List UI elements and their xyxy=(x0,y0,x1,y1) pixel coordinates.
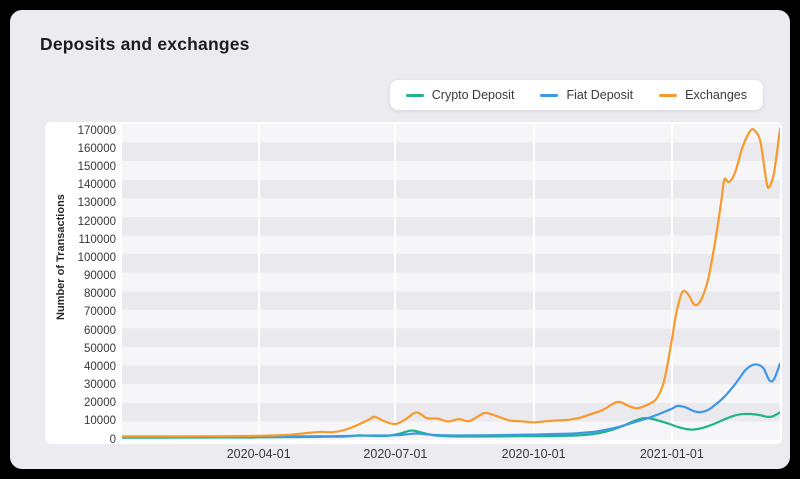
chart-panel: Number of Transactions 170000 160000 15000… xyxy=(45,122,782,446)
y-tick-30000: 30000 xyxy=(84,379,116,392)
y-tick-60000: 60000 xyxy=(84,324,116,337)
chart-title: Deposits and exchanges xyxy=(40,34,250,54)
legend-item-exchanges[interactable]: Exchanges xyxy=(659,88,747,102)
legend-color-dash xyxy=(405,93,424,97)
y-tick-150000: 150000 xyxy=(77,161,116,174)
y-tick-0: 0 xyxy=(109,433,116,446)
chart-legend: Crypto Deposit Fiat Deposit Exchanges xyxy=(389,80,763,110)
y-tick-110000: 110000 xyxy=(78,233,116,246)
legend-item-fiat-deposit[interactable]: Fiat Deposit xyxy=(540,88,633,102)
legend-color-dash xyxy=(659,93,678,97)
x-tick-2021-01-01: 2021-01-01 xyxy=(639,447,704,461)
y-tick-20000: 20000 xyxy=(84,397,116,410)
y-tick-10000: 10000 xyxy=(84,415,116,428)
dashboard-card: Deposits and exchanges Crypto Deposit Fia… xyxy=(10,10,790,469)
series-lines xyxy=(122,127,780,439)
y-tick-120000: 120000 xyxy=(77,215,116,228)
legend-label: Fiat Deposit xyxy=(566,88,634,102)
line-fiat-deposit xyxy=(122,362,780,438)
line-exchanges xyxy=(122,127,780,438)
x-tick-2020-10-01: 2020-10-01 xyxy=(501,447,566,461)
y-tick-160000: 160000 xyxy=(77,142,116,155)
y-tick-40000: 40000 xyxy=(84,360,116,373)
gridline-2020-10-01 xyxy=(532,124,535,440)
legend-item-crypto-deposit[interactable]: Crypto Deposit xyxy=(405,88,515,102)
y-tick-130000: 130000 xyxy=(77,197,116,210)
plot-area xyxy=(122,124,780,440)
y-tick-90000: 90000 xyxy=(84,270,116,283)
y-tick-80000: 80000 xyxy=(84,288,116,301)
x-tick-2020-07-01: 2020-07-01 xyxy=(363,447,428,461)
x-axis-tick-labels: 2020-04-01 2020-07-01 2020-10-01 2021-01-01 xyxy=(122,447,780,465)
y-tick-100000: 100000 xyxy=(77,251,116,264)
y-tick-140000: 140000 xyxy=(77,179,116,192)
gridline-2020-07-01 xyxy=(394,124,397,440)
legend-color-dash xyxy=(540,93,559,97)
gridline-2020-04-01 xyxy=(257,124,260,440)
gridline-2021-01-01 xyxy=(670,124,673,440)
y-tick-70000: 70000 xyxy=(84,306,116,319)
legend-label: Crypto Deposit xyxy=(431,88,515,102)
y-axis-tick-labels: 170000 160000 150000 140000 130000 120000 1100… xyxy=(45,122,116,446)
y-tick-170000: 170000 xyxy=(77,124,116,137)
y-tick-50000: 50000 xyxy=(84,342,116,355)
line-crypto-deposit xyxy=(122,411,780,439)
legend-label: Exchanges xyxy=(685,88,747,102)
x-tick-2020-04-01: 2020-04-01 xyxy=(226,447,291,461)
